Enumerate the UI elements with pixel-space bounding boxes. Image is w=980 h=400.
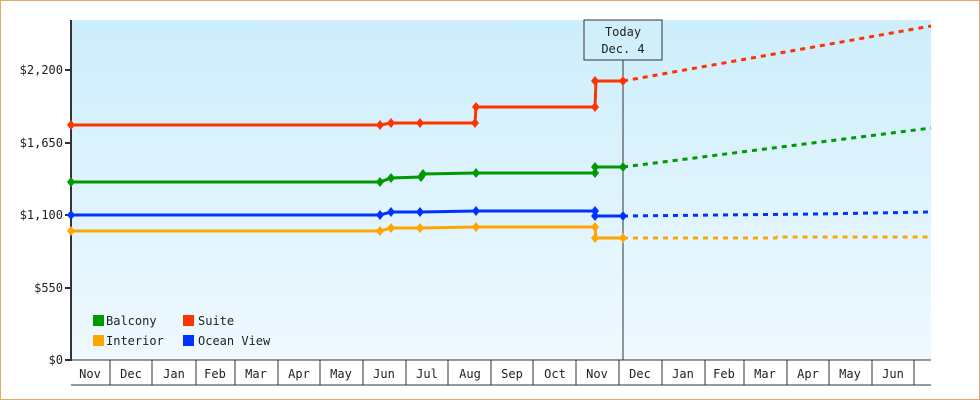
x-tick-label: Feb — [204, 367, 226, 381]
x-tick-labels: Nov Dec Jan Feb Mar Apr May Jun Jul Aug … — [79, 367, 904, 381]
y-axis: $0 $550 $1,100 $1,650 $2,200 — [20, 20, 72, 367]
series-interior — [67, 222, 931, 243]
x-tick-label: Jul — [416, 367, 438, 381]
series-suite — [67, 24, 932, 130]
legend-item-interior: Interior — [93, 334, 164, 348]
x-tick-label: Nov — [586, 367, 608, 381]
x-tick-label: Jan — [163, 367, 185, 381]
y-tick-label: $550 — [34, 281, 63, 295]
x-tick-label: Jan — [672, 367, 694, 381]
today-label: Today — [605, 25, 641, 39]
legend-item-balcony: Balcony — [93, 314, 157, 328]
today-date: Dec. 4 — [601, 42, 644, 56]
interior-swatch — [93, 335, 104, 346]
suite-swatch — [183, 315, 194, 326]
x-axis — [71, 359, 931, 386]
x-tick-label: Mar — [754, 367, 776, 381]
x-tick-label: Nov — [79, 367, 101, 381]
series-balcony — [67, 126, 932, 187]
legend: Balcony Suite Interior Ocean View — [93, 314, 271, 348]
y-tick-label: $2,200 — [20, 63, 63, 77]
today-marker: Today Dec. 4 — [583, 19, 663, 360]
legend-item-ocean-view: Ocean View — [183, 334, 271, 348]
legend-item-suite: Suite — [183, 314, 234, 328]
x-tick-label: Sep — [501, 367, 523, 381]
x-tick-label: Mar — [245, 367, 267, 381]
ocean-view-swatch — [183, 335, 194, 346]
x-tick-label: Oct — [544, 367, 566, 381]
y-tick-label: $1,100 — [20, 208, 63, 222]
legend-label: Balcony — [106, 314, 157, 328]
y-tick-label: $0 — [49, 353, 63, 367]
x-tick-label: Aug — [459, 367, 481, 381]
y-tick-label: $1,650 — [20, 136, 63, 150]
series-ocean-view — [67, 206, 932, 221]
x-tick-label: Jun — [373, 367, 395, 381]
x-tick-label: Feb — [713, 367, 735, 381]
x-tick-label: Apr — [797, 367, 819, 381]
plot-area — [71, 20, 931, 360]
x-tick-label: Dec — [120, 367, 142, 381]
x-tick-label: May — [839, 367, 861, 381]
x-tick-label: Jun — [882, 367, 904, 381]
x-tick-label: May — [330, 367, 352, 381]
x-tick-label: Apr — [288, 367, 310, 381]
balcony-swatch — [93, 315, 104, 326]
legend-label: Suite — [198, 314, 234, 328]
legend-label: Interior — [106, 334, 164, 348]
legend-label: Ocean View — [198, 334, 271, 348]
x-tick-label: Dec — [629, 367, 651, 381]
